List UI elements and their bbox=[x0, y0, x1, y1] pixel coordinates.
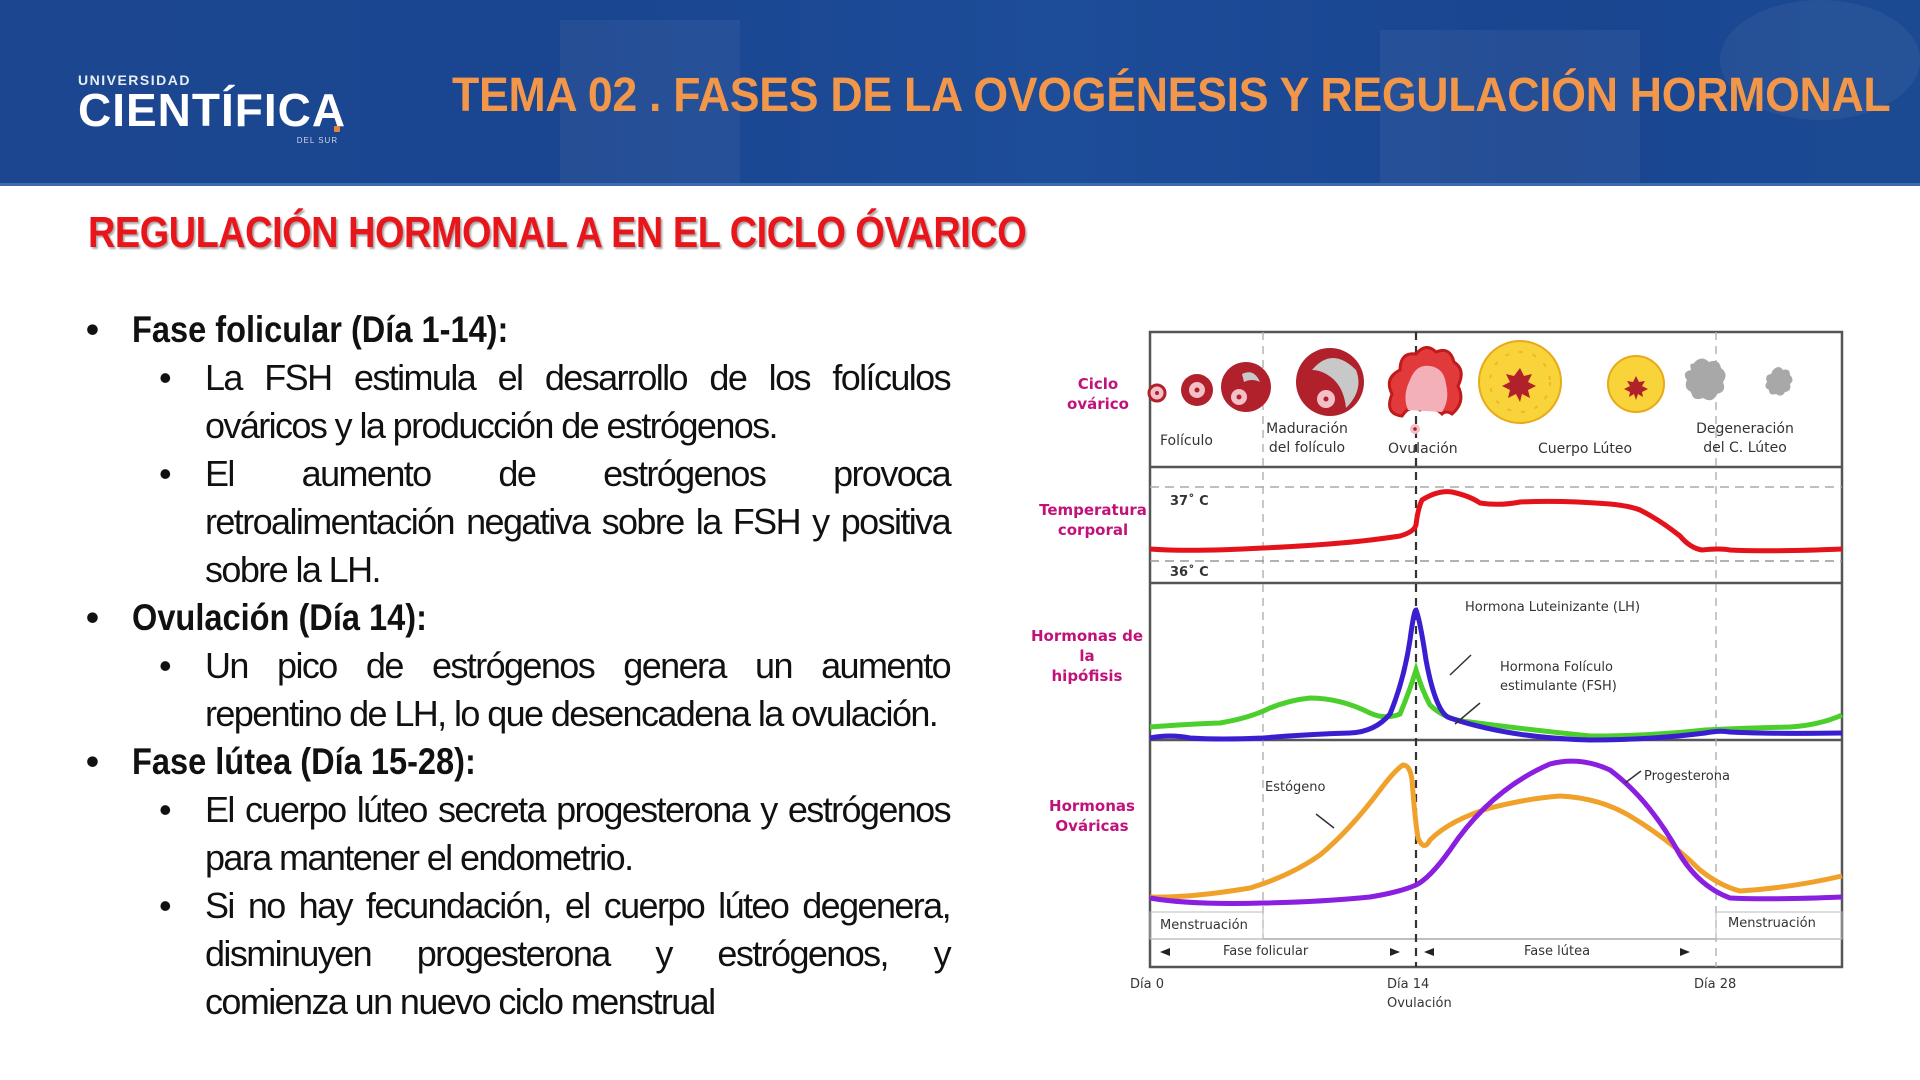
menstruation-label-end: Menstruación bbox=[1728, 916, 1816, 931]
stage-label-degeneracion: Degeneración del C. Lúteo bbox=[1696, 421, 1794, 456]
logo-line2: CIENTÍFICA bbox=[78, 84, 347, 136]
list-item-heading: Fase lútea (Día 15-28): bbox=[82, 738, 972, 786]
list-item: Un pico de estrógenos genera un aumento … bbox=[159, 642, 952, 738]
day-28-label: Día 28 bbox=[1694, 977, 1737, 992]
temp-label-36: 36˚ C bbox=[1170, 565, 1209, 580]
degeneration-icon bbox=[1684, 358, 1793, 401]
day-0-label: Día 0 bbox=[1130, 977, 1164, 992]
stage-label-ovulacion: Ovulación bbox=[1388, 441, 1458, 457]
logo-mark bbox=[334, 126, 341, 132]
temperature-curve bbox=[1149, 489, 1843, 554]
header-divider bbox=[0, 183, 1920, 186]
background-tree-shape bbox=[1720, 0, 1920, 120]
ovarian-cycle-figure: Ciclo ovárico Temperatura corporal Hormo… bbox=[990, 320, 1860, 1020]
header-banner: UNIVERSIDAD CIENTÍFICA DEL SUR TEMA 02 .… bbox=[0, 0, 1920, 186]
figure-graphics bbox=[1147, 330, 1844, 969]
row-label-temperature: Temperatura corporal bbox=[1039, 501, 1147, 539]
ovulation-icon bbox=[1387, 346, 1463, 434]
estrogen-curve bbox=[1149, 762, 1843, 900]
list-item: El aumento de estrógenos provoca retroal… bbox=[159, 450, 952, 594]
university-logo: UNIVERSIDAD CIENTÍFICA DEL SUR bbox=[78, 72, 347, 145]
list-item: Si no hay fecundación, el cuerpo lúteo d… bbox=[159, 882, 952, 1026]
list-item-heading: Fase folicular (Día 1-14): bbox=[82, 306, 972, 354]
phase-label-follicular: Fase folicular bbox=[1223, 944, 1309, 959]
background-building-shape bbox=[560, 20, 740, 186]
section-title: REGULACIÓN HORMONAL A EN EL CICLO ÓVARIC… bbox=[88, 208, 1027, 257]
row-label-ovarian-cycle: Ciclo ovárico bbox=[1067, 375, 1129, 413]
slide-title: TEMA 02 . FASES DE LA OVOGÉNESIS Y REGUL… bbox=[452, 69, 1891, 122]
stage-label-foliculo: Folículo bbox=[1160, 433, 1213, 449]
lh-label: Hormona Luteinizante (LH) bbox=[1465, 600, 1641, 615]
day-14-ovulation-label: Ovulación bbox=[1387, 996, 1452, 1011]
bullet-list: Fase folicular (Día 1-14): La FSH estimu… bbox=[82, 306, 972, 1026]
stage-label-cuerpo-luteo: Cuerpo Lúteo bbox=[1538, 441, 1633, 457]
follicle-stage-icons bbox=[1147, 348, 1364, 416]
menstruation-label-start: Menstruación bbox=[1160, 918, 1248, 933]
list-item: La FSH estimula el desarrollo de los fol… bbox=[159, 354, 952, 450]
row-label-pituitary: Hormonas de la hipófisis bbox=[1030, 627, 1144, 685]
phase-label-luteal: Fase lútea bbox=[1524, 944, 1591, 959]
list-item-heading: Ovulación (Día 14): bbox=[82, 594, 972, 642]
progesterone-curve bbox=[1149, 758, 1843, 906]
corpus-luteum-icon bbox=[1478, 340, 1665, 424]
row-label-ovarian-hormones: Hormonas Ováricas bbox=[1049, 797, 1135, 835]
progesterone-label: Progesterona bbox=[1644, 769, 1730, 784]
stage-label-maduracion: Maduración del folículo bbox=[1266, 421, 1348, 456]
list-item: El cuerpo lúteo secreta progesterona y e… bbox=[159, 786, 952, 882]
logo-line3: DEL SUR bbox=[296, 136, 339, 145]
fsh-label: Hormona Folículo estimulante (FSH) bbox=[1500, 660, 1617, 694]
fsh-curve bbox=[1149, 661, 1844, 739]
lh-curve bbox=[1149, 607, 1843, 743]
temp-label-37: 37˚ C bbox=[1170, 494, 1209, 509]
background-building-shape bbox=[1380, 30, 1640, 186]
day-14-label: Día 14 bbox=[1387, 977, 1430, 992]
logo-line1: UNIVERSIDAD bbox=[78, 72, 191, 88]
estrogen-label: Estógeno bbox=[1265, 780, 1326, 795]
